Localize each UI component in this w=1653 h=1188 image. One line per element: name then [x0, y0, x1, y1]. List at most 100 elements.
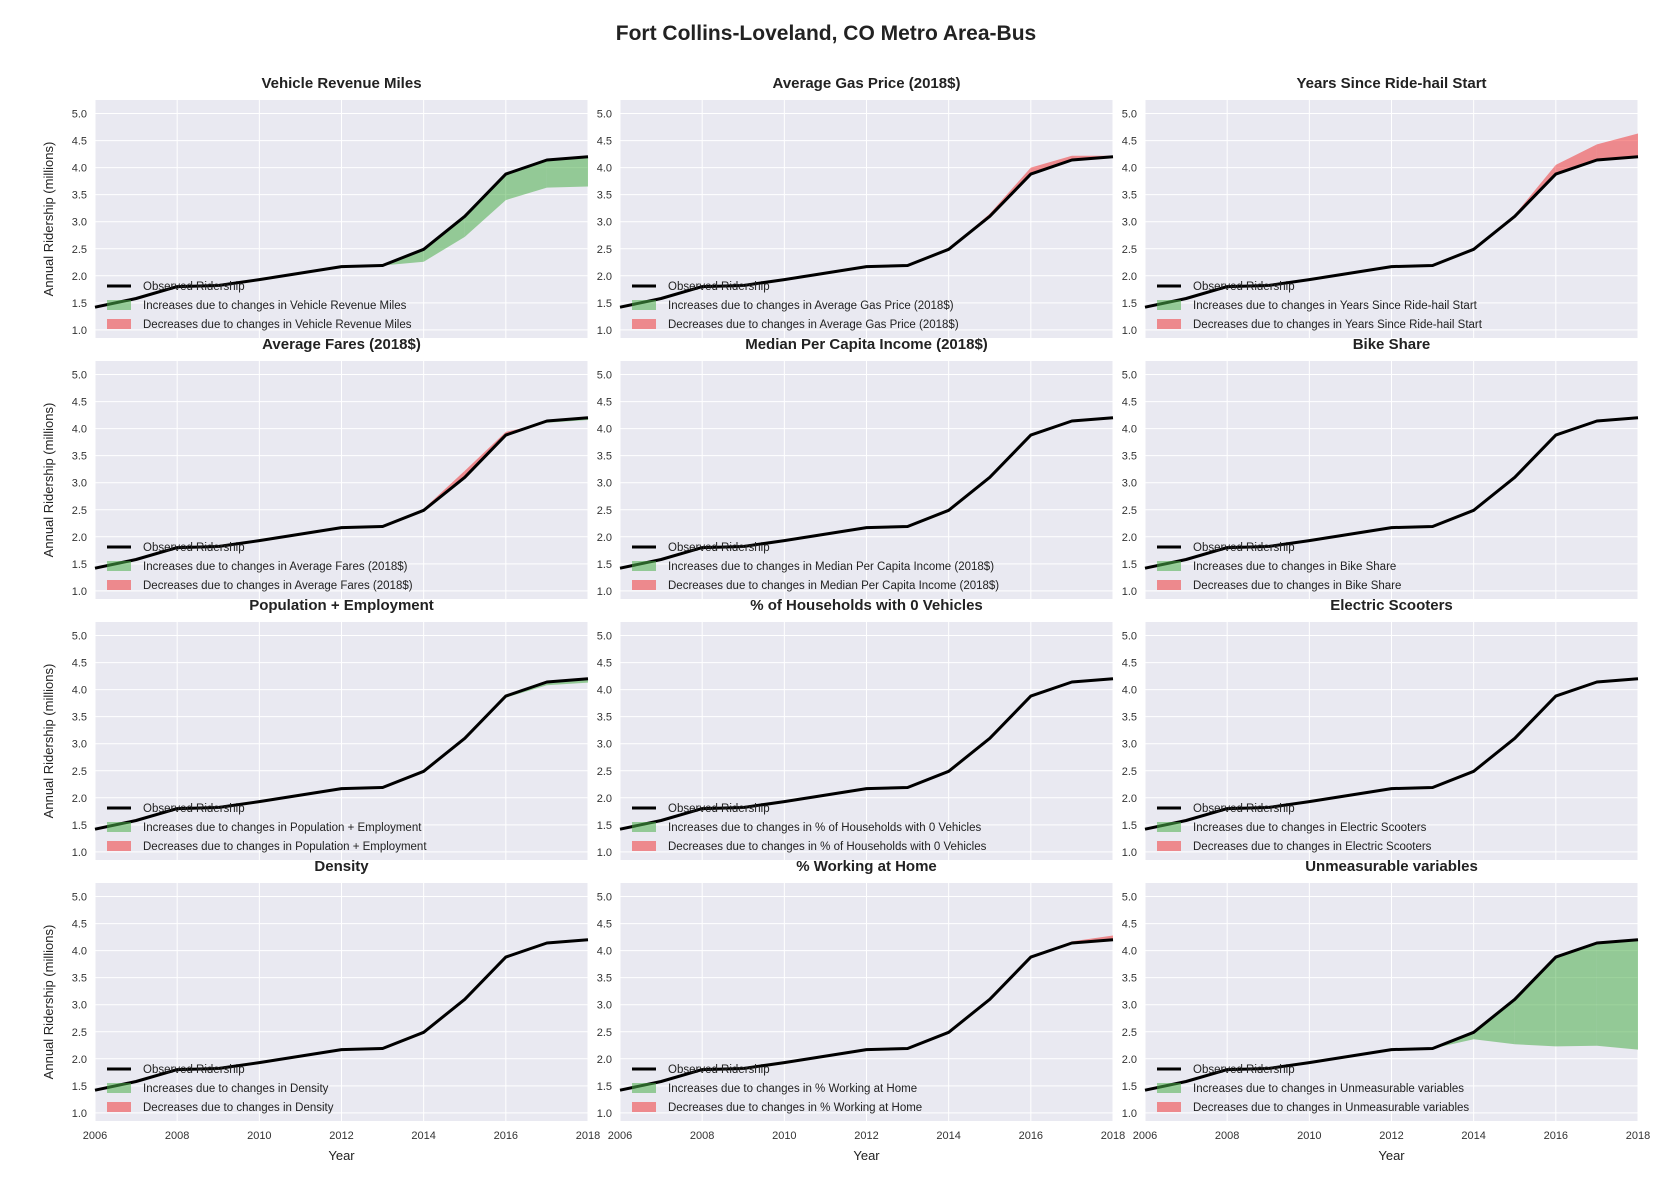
y-tick-label: 3.5: [597, 973, 612, 985]
legend-label: Increases due to changes in Vehicle Reve…: [143, 300, 407, 312]
x-tick-label: 2014: [411, 1130, 435, 1142]
y-tick-label: 4.5: [597, 397, 612, 409]
y-tick-label: 3.0: [597, 478, 612, 490]
x-tick-label: 2012: [329, 1130, 353, 1142]
panel: 1.0 1.5 2.0 2.5 3.0 3.5 4.0 4.5 5.0 Years Since R…: [1122, 75, 1639, 338]
y-tick-label: 4.5: [72, 397, 87, 409]
y-tick-label: 4.0: [72, 163, 87, 175]
panel: 1.0 1.5 2.0 2.5 3.0 3.5 4.0 4.5 5.0 % of Househol…: [597, 597, 1114, 860]
y-tick-label: 2.5: [597, 1027, 612, 1039]
x-tick-label: 2012: [1379, 1130, 1403, 1142]
legend-swatch-increase: [107, 300, 131, 310]
panel-title: Bike Share: [1353, 336, 1431, 353]
y-tick-label: 1.0: [597, 1108, 612, 1120]
y-tick-label: 3.5: [72, 712, 87, 724]
y-tick-label: 5.0: [1122, 892, 1137, 904]
y-tick-label: 3.5: [1122, 712, 1137, 724]
y-tick-label: 5.0: [72, 109, 87, 121]
y-tick-label: 4.0: [72, 946, 87, 958]
y-tick-label: 2.5: [72, 244, 87, 256]
increase-area: [1514, 957, 1556, 1047]
panel: 1.0 1.5 2.0 2.5 3.0 3.5 4.0 4.5 5.0 Unmeasurable …: [1122, 858, 1651, 1163]
y-tick-label: 4.0: [1122, 163, 1137, 175]
y-tick-label: 4.0: [1122, 424, 1137, 436]
legend-swatch-decrease: [632, 841, 656, 851]
y-tick-label: 3.5: [597, 190, 612, 202]
legend-swatch-decrease: [1157, 841, 1181, 851]
x-tick-label: 2006: [83, 1130, 107, 1142]
x-tick-label: 2010: [247, 1130, 271, 1142]
legend-label: Observed Ridership: [668, 281, 770, 293]
legend-label: Decreases due to changes in Years Since …: [1193, 319, 1483, 331]
y-tick-label: 4.5: [1122, 919, 1137, 931]
panel-title: Median Per Capita Income (2018$): [745, 336, 988, 353]
observed-ridership-line: [94, 938, 589, 1092]
y-tick-label: 3.5: [1122, 973, 1137, 985]
y-tick-label: 2.0: [597, 793, 612, 805]
legend-label: Increases due to changes in Years Since …: [1193, 300, 1478, 312]
y-tick-label: 1.5: [597, 298, 612, 310]
observed-ridership-line: [1144, 677, 1639, 831]
y-axis-label: Annual Ridership (millions): [41, 142, 56, 297]
increase-area: [546, 156, 588, 188]
legend-label: Decreases due to changes in % Working at…: [668, 1102, 922, 1114]
legend-label: Decreases due to changes in Vehicle Reve…: [143, 319, 412, 331]
y-tick-label: 2.0: [1122, 793, 1137, 805]
y-tick-label: 2.0: [597, 1054, 612, 1066]
legend-swatch-decrease: [1157, 1102, 1181, 1112]
panel-title: Average Gas Price (2018$): [773, 75, 961, 92]
y-tick-label: 1.0: [597, 586, 612, 598]
legend-swatch-decrease: [632, 319, 656, 329]
legend-label: Decreases due to changes in Electric Sco…: [1193, 841, 1432, 853]
legend-swatch-increase: [1157, 822, 1181, 832]
panel-title: Vehicle Revenue Miles: [261, 75, 421, 92]
y-tick-label: 3.0: [1122, 1000, 1137, 1012]
y-tick-label: 1.0: [597, 847, 612, 859]
x-tick-label: 2016: [1544, 1130, 1568, 1142]
x-tick-label: 2012: [854, 1130, 878, 1142]
y-tick-label: 5.0: [597, 370, 612, 382]
observed-ridership-line: [94, 155, 589, 309]
legend-swatch-increase: [1157, 1083, 1181, 1093]
y-tick-label: 3.5: [597, 451, 612, 463]
y-tick-label: 4.5: [1122, 136, 1137, 148]
panel-title: Years Since Ride-hail Start: [1296, 75, 1486, 92]
observed-ridership-line: [1144, 155, 1639, 309]
legend-label: Increases due to changes in % Working at…: [668, 1083, 917, 1095]
y-tick-label: 1.5: [1122, 298, 1137, 310]
panel-title: % of Households with 0 Vehicles: [750, 597, 983, 614]
panel: 1.0 1.5 2.0 2.5 3.0 3.5 4.0 4.5 5.0 Average Gas P…: [597, 75, 1114, 338]
legend-label: Decreases due to changes in Population +…: [143, 841, 427, 853]
y-tick-label: 5.0: [1122, 631, 1137, 643]
legend-label: Observed Ridership: [668, 803, 770, 815]
y-tick-label: 4.5: [597, 919, 612, 931]
legend-label: Increases due to changes in Average Gas …: [668, 300, 954, 312]
x-tick-label: 2018: [1626, 1130, 1650, 1142]
panel-title: % Working at Home: [796, 858, 937, 875]
legend-swatch-decrease: [107, 319, 131, 329]
legend-label: Decreases due to changes in Median Per C…: [668, 580, 999, 592]
panel-title: Population + Employment: [249, 597, 434, 614]
increase-area: [423, 216, 465, 262]
y-tick-label: 4.0: [72, 424, 87, 436]
panel: 1.0 1.5 2.0 2.5 3.0 3.5 4.0 4.5 5.0 Density Observ…: [41, 858, 600, 1163]
y-tick-label: 3.5: [1122, 190, 1137, 202]
legend-label: Increases due to changes in Density: [143, 1083, 329, 1095]
legend-label: Decreases due to changes in Unmeasurable…: [1193, 1102, 1469, 1114]
y-tick-label: 3.5: [1122, 451, 1137, 463]
legend-label: Decreases due to changes in Density: [143, 1102, 334, 1114]
y-tick-label: 4.5: [72, 658, 87, 670]
legend-swatch-decrease: [632, 1102, 656, 1112]
panel: 1.0 1.5 2.0 2.5 3.0 3.5 4.0 4.5 5.0 Population + …: [41, 597, 589, 860]
x-tick-label: 2006: [1133, 1130, 1157, 1142]
legend-swatch-increase: [107, 561, 131, 571]
panel-title: Average Fares (2018$): [262, 336, 421, 353]
y-tick-label: 2.0: [597, 532, 612, 544]
x-tick-label: 2018: [576, 1130, 600, 1142]
y-tick-label: 4.0: [1122, 685, 1137, 697]
y-tick-label: 3.5: [72, 190, 87, 202]
legend-swatch-increase: [632, 300, 656, 310]
decrease-area: [1555, 144, 1597, 175]
legend-swatch-decrease: [1157, 580, 1181, 590]
